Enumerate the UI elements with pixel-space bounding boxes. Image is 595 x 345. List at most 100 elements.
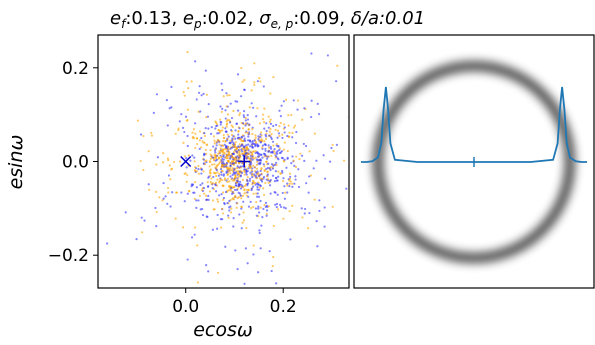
- scatter-point: [247, 149, 250, 152]
- scatter-point: [244, 247, 248, 250]
- scatter-panel: 0.0 0.2 −0.2 0.0 0.2 ecosω esinω: [5, 34, 392, 341]
- scatter-point: [205, 143, 209, 146]
- scatter-point: [287, 114, 290, 117]
- scatter-point: [185, 157, 188, 160]
- scatter-point: [211, 163, 214, 166]
- scatter-point: [249, 200, 252, 203]
- scatter-point: [203, 192, 206, 195]
- scatter-point: [208, 165, 211, 168]
- scatter-point: [150, 134, 154, 137]
- scatter-point: [222, 173, 226, 176]
- scatter-point: [213, 149, 217, 152]
- scatter-point: [253, 83, 256, 86]
- scatter-point: [274, 203, 277, 206]
- scatter-point: [218, 140, 221, 143]
- scatter-point: [215, 174, 218, 178]
- scatter-point: [261, 118, 265, 121]
- scatter-point: [245, 194, 249, 197]
- scatter-point: [273, 180, 277, 183]
- scatter-point: [263, 107, 266, 110]
- x-ticks: 0.0 0.2: [172, 288, 297, 317]
- scatter-point: [220, 121, 223, 124]
- scatter-point: [220, 193, 223, 196]
- scatter-point: [268, 130, 271, 133]
- scatter-point: [215, 124, 218, 128]
- scatter-point: [224, 156, 227, 159]
- scatter-point: [246, 131, 249, 134]
- ring-profile-line: [361, 86, 587, 163]
- ring-axes-frame: [353, 34, 595, 289]
- scatter-point: [276, 136, 279, 139]
- scatter-point: [240, 139, 243, 142]
- scatter-point: [264, 147, 267, 150]
- scatter-point: [232, 198, 236, 201]
- scatter-point: [166, 157, 170, 160]
- scatter-point: [264, 205, 267, 208]
- scatter-point: [220, 173, 223, 176]
- scatter-point: [267, 205, 270, 208]
- scatter-point: [225, 144, 228, 148]
- scatter-point: [252, 150, 255, 153]
- scatter-point: [262, 85, 265, 88]
- scatter-point: [194, 132, 197, 135]
- scatter-point: [207, 270, 210, 273]
- scatter-point: [180, 113, 183, 116]
- scatter-point: [216, 213, 219, 217]
- scatter-point: [247, 205, 251, 208]
- scatter-point: [216, 227, 219, 230]
- scatter-point: [244, 116, 248, 120]
- scatter-point: [279, 205, 283, 209]
- scatter-point: [359, 72, 361, 74]
- scatter-point: [351, 221, 353, 223]
- scatter-point: [186, 144, 189, 148]
- scatter-point: [235, 181, 238, 184]
- scatter-point: [259, 206, 262, 209]
- scatter-point: [161, 199, 164, 202]
- scatter-point: [206, 115, 210, 118]
- scatter-point: [262, 175, 266, 179]
- scatter-point: [211, 199, 215, 202]
- scatter-point: [232, 225, 235, 228]
- scatter-point: [229, 211, 233, 214]
- scatter-point: [237, 109, 240, 112]
- scatter-point: [273, 150, 276, 153]
- scatter-point: [254, 151, 257, 155]
- scatter-point: [223, 162, 226, 165]
- scatter-point: [225, 92, 228, 95]
- scatter-point: [323, 225, 326, 228]
- scatter-point: [172, 160, 176, 164]
- scatter-point: [191, 136, 194, 140]
- scatter-point: [309, 174, 313, 177]
- scatter-point: [219, 218, 222, 221]
- scatter-point: [245, 173, 248, 176]
- scatter-point: [233, 177, 236, 181]
- scatter-point: [257, 188, 261, 191]
- scatter-point: [242, 211, 245, 214]
- scatter-point: [257, 205, 260, 208]
- scatter-point: [256, 107, 259, 110]
- scatter-point: [140, 216, 143, 219]
- scatter-point: [342, 159, 346, 162]
- y-tick-label: −0.2: [48, 246, 89, 266]
- scatter-point: [247, 128, 250, 131]
- scatter-point: [205, 198, 208, 202]
- scatter-point: [227, 148, 230, 151]
- scatter-point: [267, 144, 270, 147]
- scatter-point: [147, 150, 150, 153]
- scatter-point: [247, 156, 250, 159]
- scatter-point: [221, 88, 224, 92]
- scatter-point: [200, 188, 204, 192]
- scatter-point: [390, 176, 392, 178]
- scatter-point: [197, 164, 200, 168]
- scatter-point: [231, 146, 234, 149]
- scatter-point: [240, 138, 243, 141]
- scatter-point: [278, 203, 282, 206]
- scatter-point: [216, 132, 219, 135]
- scatter-point: [216, 138, 219, 142]
- scatter-point: [275, 123, 278, 127]
- scatter-point: [269, 165, 272, 169]
- scatter-point: [296, 99, 300, 102]
- scatter-point: [332, 149, 335, 153]
- scatter-point: [274, 191, 277, 194]
- scatter-point: [225, 166, 228, 169]
